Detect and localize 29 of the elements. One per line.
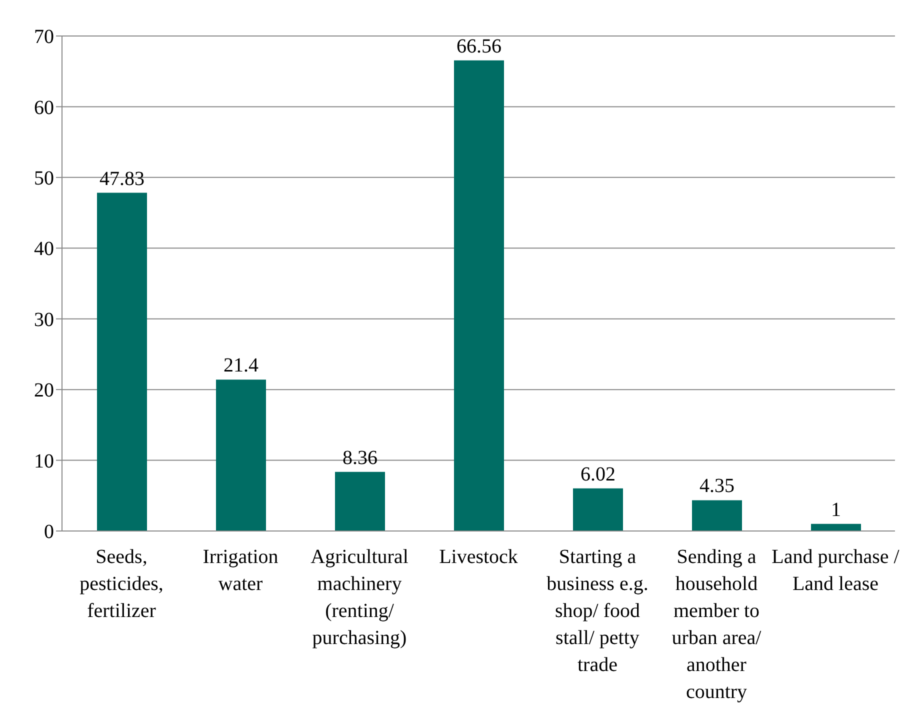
x-tick-label: Livestock	[439, 546, 518, 568]
x-tick-label: Starting a business e.g. shop/ food stall/ petty trade	[546, 546, 648, 676]
data-label: 6.02	[580, 463, 616, 486]
y-tick-label: 20	[34, 380, 54, 402]
y-tick-label: 30	[34, 308, 54, 331]
bar	[573, 488, 623, 531]
y-tick-label: 60	[34, 96, 54, 119]
bar	[216, 380, 266, 531]
y-tick-label: 0	[44, 521, 54, 544]
x-tick-label: Land purchase / Land lease	[772, 546, 900, 595]
x-tick-label: Sending a household member to urban area/ another country	[672, 546, 762, 703]
bar	[97, 192, 147, 531]
data-label: 66.56	[456, 35, 502, 58]
y-tick-label: 40	[34, 238, 54, 260]
x-tick-label: Irrigation water	[202, 546, 278, 595]
bar	[692, 500, 742, 531]
bar	[454, 60, 504, 531]
data-label: 21.4	[224, 354, 258, 377]
data-label: 1	[831, 498, 841, 521]
y-tick-label: 50	[34, 168, 54, 190]
y-tick-label: 70	[34, 26, 54, 48]
data-label: 4.35	[700, 475, 734, 498]
bar	[335, 472, 385, 531]
bar	[811, 524, 861, 531]
data-label: 47.83	[100, 168, 144, 190]
y-tick-label: 10	[34, 450, 54, 472]
x-tick-label: Seeds, pesticides, fertilizer	[80, 546, 164, 622]
data-label: 8.36	[342, 446, 378, 469]
x-tick-label: Agricultural machinery (renting/ purchasing)	[310, 546, 409, 649]
